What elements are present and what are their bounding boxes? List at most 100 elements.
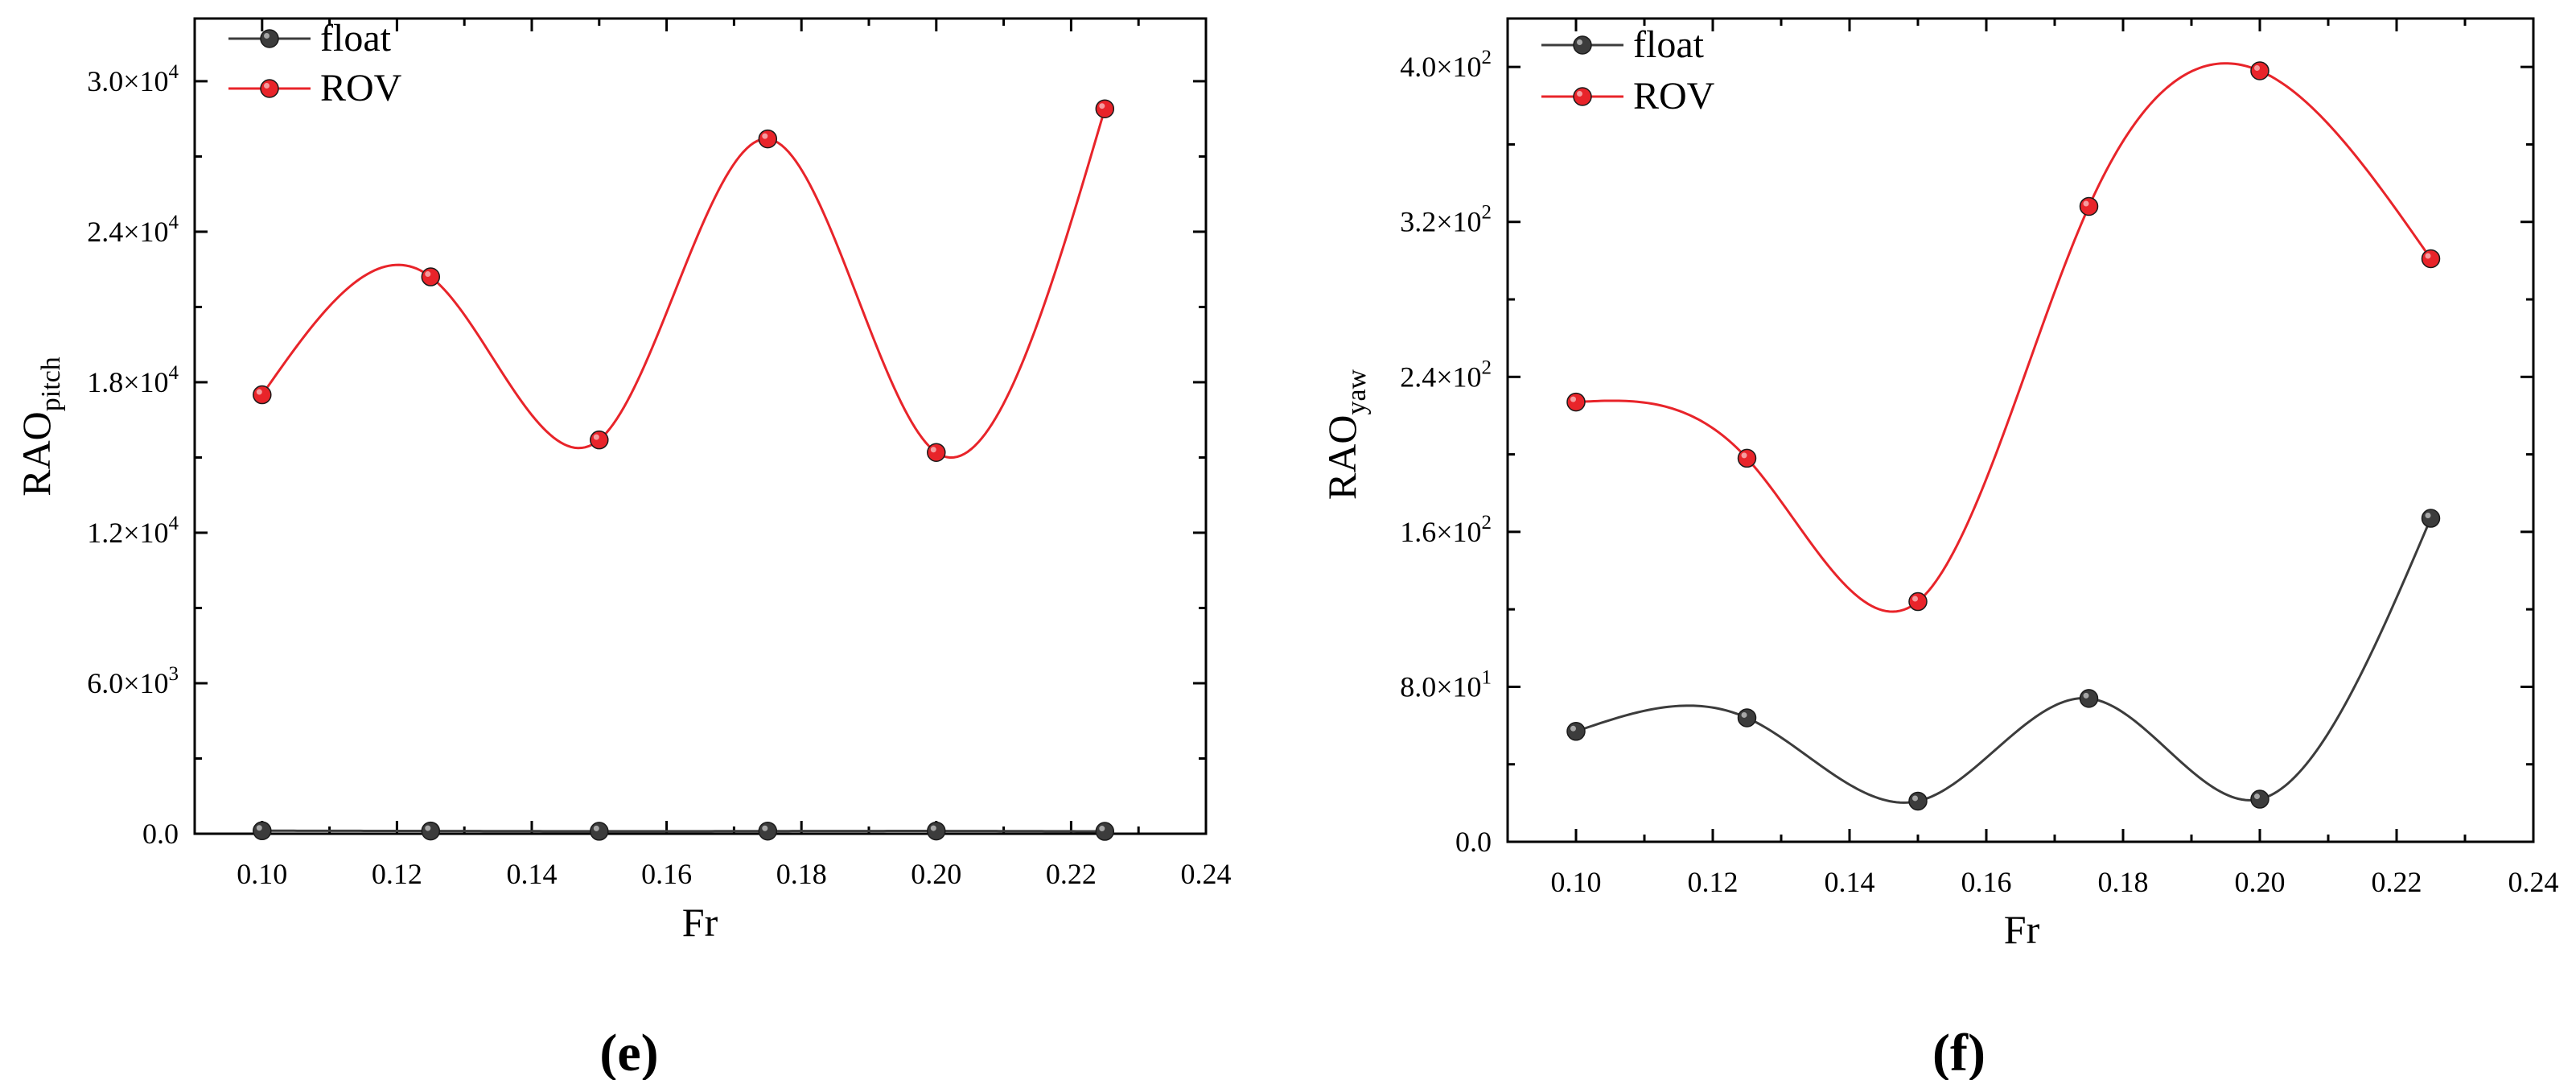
series-layer	[1566, 61, 2441, 811]
x-tick-label: 0.24	[2508, 866, 2559, 898]
x-tick-label: 0.14	[1825, 866, 1875, 898]
y-tick-label: 3.0×104	[87, 61, 179, 97]
data-point-highlight	[1741, 452, 1747, 459]
data-point-float[interactable]	[2421, 509, 2441, 528]
data-point-highlight	[2254, 64, 2260, 71]
data-point-rov[interactable]	[1908, 592, 1928, 612]
x-tick-label: 0.12	[1688, 866, 1739, 898]
data-point-highlight	[2425, 513, 2431, 519]
data-point-rov[interactable]	[2079, 196, 2099, 216]
data-point-float[interactable]	[1095, 822, 1115, 841]
data-point-highlight	[1099, 826, 1105, 832]
y-tick-labels: 0.0 6.0×103 1.2×104 1.8×104 2.4×104 3.0×104	[87, 61, 179, 850]
data-point-rov[interactable]	[421, 267, 441, 286]
data-point-rov[interactable]	[927, 443, 946, 462]
x-tick-label: 0.16	[641, 858, 692, 890]
x-tick-label: 0.14	[507, 858, 558, 890]
data-point-highlight	[930, 447, 936, 453]
data-point-highlight	[2083, 692, 2089, 699]
y-tick-label: 2.4×102	[1400, 357, 1492, 393]
legend[interactable]: float ROV	[228, 17, 402, 109]
data-point-float[interactable]	[2079, 689, 2099, 708]
legend-label: ROV	[1633, 75, 1715, 117]
data-point-rov[interactable]	[1566, 392, 1586, 412]
data-point-highlight	[762, 133, 768, 139]
x-axis-title: Fr	[682, 900, 718, 945]
series-layer	[253, 99, 1115, 841]
data-point-float[interactable]	[1908, 791, 1928, 811]
plot-frame	[193, 17, 1208, 835]
legend-item-float[interactable]: float	[228, 17, 392, 60]
data-point-highlight	[1912, 795, 1918, 802]
legend-marker-highlight	[264, 83, 270, 89]
data-point-rov[interactable]	[1737, 448, 1757, 468]
x-tick-label: 0.16	[1961, 866, 2012, 898]
y-tick-label: 1.6×102	[1400, 512, 1492, 548]
legend-marker-highlight	[1577, 91, 1582, 97]
x-tick-label: 0.22	[1046, 858, 1097, 890]
y-tick-label: 4.0×102	[1400, 47, 1492, 83]
data-point-float[interactable]	[927, 821, 946, 841]
chart-panel-e: 0.10 0.12 0.14 0.16 0.18 0.20 0.22 0.24 0.0 6.0×…	[14, 17, 1232, 1080]
x-tick-label: 0.20	[911, 858, 961, 890]
y-axis-title: RAOyaw	[1319, 369, 1372, 500]
y-tick-label: 2.4×104	[87, 212, 179, 248]
data-point-highlight	[1912, 596, 1918, 602]
legend[interactable]: float ROV	[1541, 23, 1715, 117]
data-point-highlight	[2083, 200, 2089, 207]
data-point-highlight	[256, 825, 262, 831]
series-line-rov	[1575, 62, 2432, 613]
data-point-float[interactable]	[253, 821, 272, 841]
x-axis-title: Fr	[2004, 907, 2040, 952]
x-tick-label: 0.10	[1551, 866, 1602, 898]
y-tick-label: 8.0×101	[1400, 666, 1492, 703]
x-tick-labels: 0.10 0.12 0.14 0.16 0.18 0.20 0.22 0.24	[1551, 866, 2559, 898]
x-tick-label: 0.22	[2372, 866, 2422, 898]
data-point-rov[interactable]	[253, 385, 272, 405]
data-point-float[interactable]	[1737, 708, 1757, 728]
data-point-rov[interactable]	[2250, 61, 2269, 80]
x-tick-label: 0.12	[372, 858, 422, 890]
legend-item-float[interactable]: float	[1541, 23, 1705, 66]
data-point-rov[interactable]	[758, 129, 778, 149]
data-point-highlight	[2254, 794, 2260, 800]
data-point-rov[interactable]	[1095, 99, 1115, 118]
data-point-float[interactable]	[421, 821, 441, 841]
axis-ticks	[1508, 19, 2535, 843]
legend-label: float	[1633, 23, 1705, 66]
data-point-highlight	[1741, 711, 1747, 718]
x-tick-label: 0.18	[776, 858, 827, 890]
y-tick-labels: 0.0 8.0×101 1.6×102 2.4×102 3.2×102 4.0×102	[1400, 47, 1492, 858]
legend-marker	[1573, 35, 1592, 55]
data-point-rov[interactable]	[2421, 249, 2441, 269]
series-line-float	[1575, 517, 2432, 804]
axis-ticks	[195, 19, 1208, 835]
data-point-highlight	[425, 271, 431, 278]
data-point-float[interactable]	[590, 822, 609, 841]
legend-item-rov[interactable]: ROV	[1541, 75, 1715, 117]
chart-panel-f: 0.10 0.12 0.14 0.16 0.18 0.20 0.22 0.24 0.0 8.0×…	[1319, 17, 2559, 1080]
data-point-float[interactable]	[1566, 722, 1586, 741]
data-point-highlight	[1570, 396, 1576, 402]
data-point-rov[interactable]	[590, 430, 609, 450]
x-tick-label: 0.24	[1181, 858, 1232, 890]
series-line-rov	[261, 108, 1106, 460]
x-tick-label: 0.18	[2098, 866, 2149, 898]
data-point-float[interactable]	[2250, 789, 2269, 809]
data-point-highlight	[256, 389, 262, 395]
y-tick-label: 1.2×104	[87, 513, 179, 549]
data-point-float[interactable]	[758, 821, 778, 841]
y-tick-label: 0.0	[1455, 826, 1492, 858]
data-point-highlight	[593, 825, 599, 831]
y-tick-label: 3.2×102	[1400, 202, 1492, 238]
legend-marker	[260, 79, 279, 98]
data-point-highlight	[762, 825, 768, 831]
data-point-highlight	[1570, 725, 1576, 732]
legend-label: ROV	[320, 67, 402, 109]
legend-marker-highlight	[1577, 39, 1582, 45]
data-point-highlight	[425, 825, 431, 831]
data-point-highlight	[930, 825, 936, 831]
legend-item-rov[interactable]: ROV	[228, 67, 402, 109]
plot-frame	[1506, 17, 2535, 843]
